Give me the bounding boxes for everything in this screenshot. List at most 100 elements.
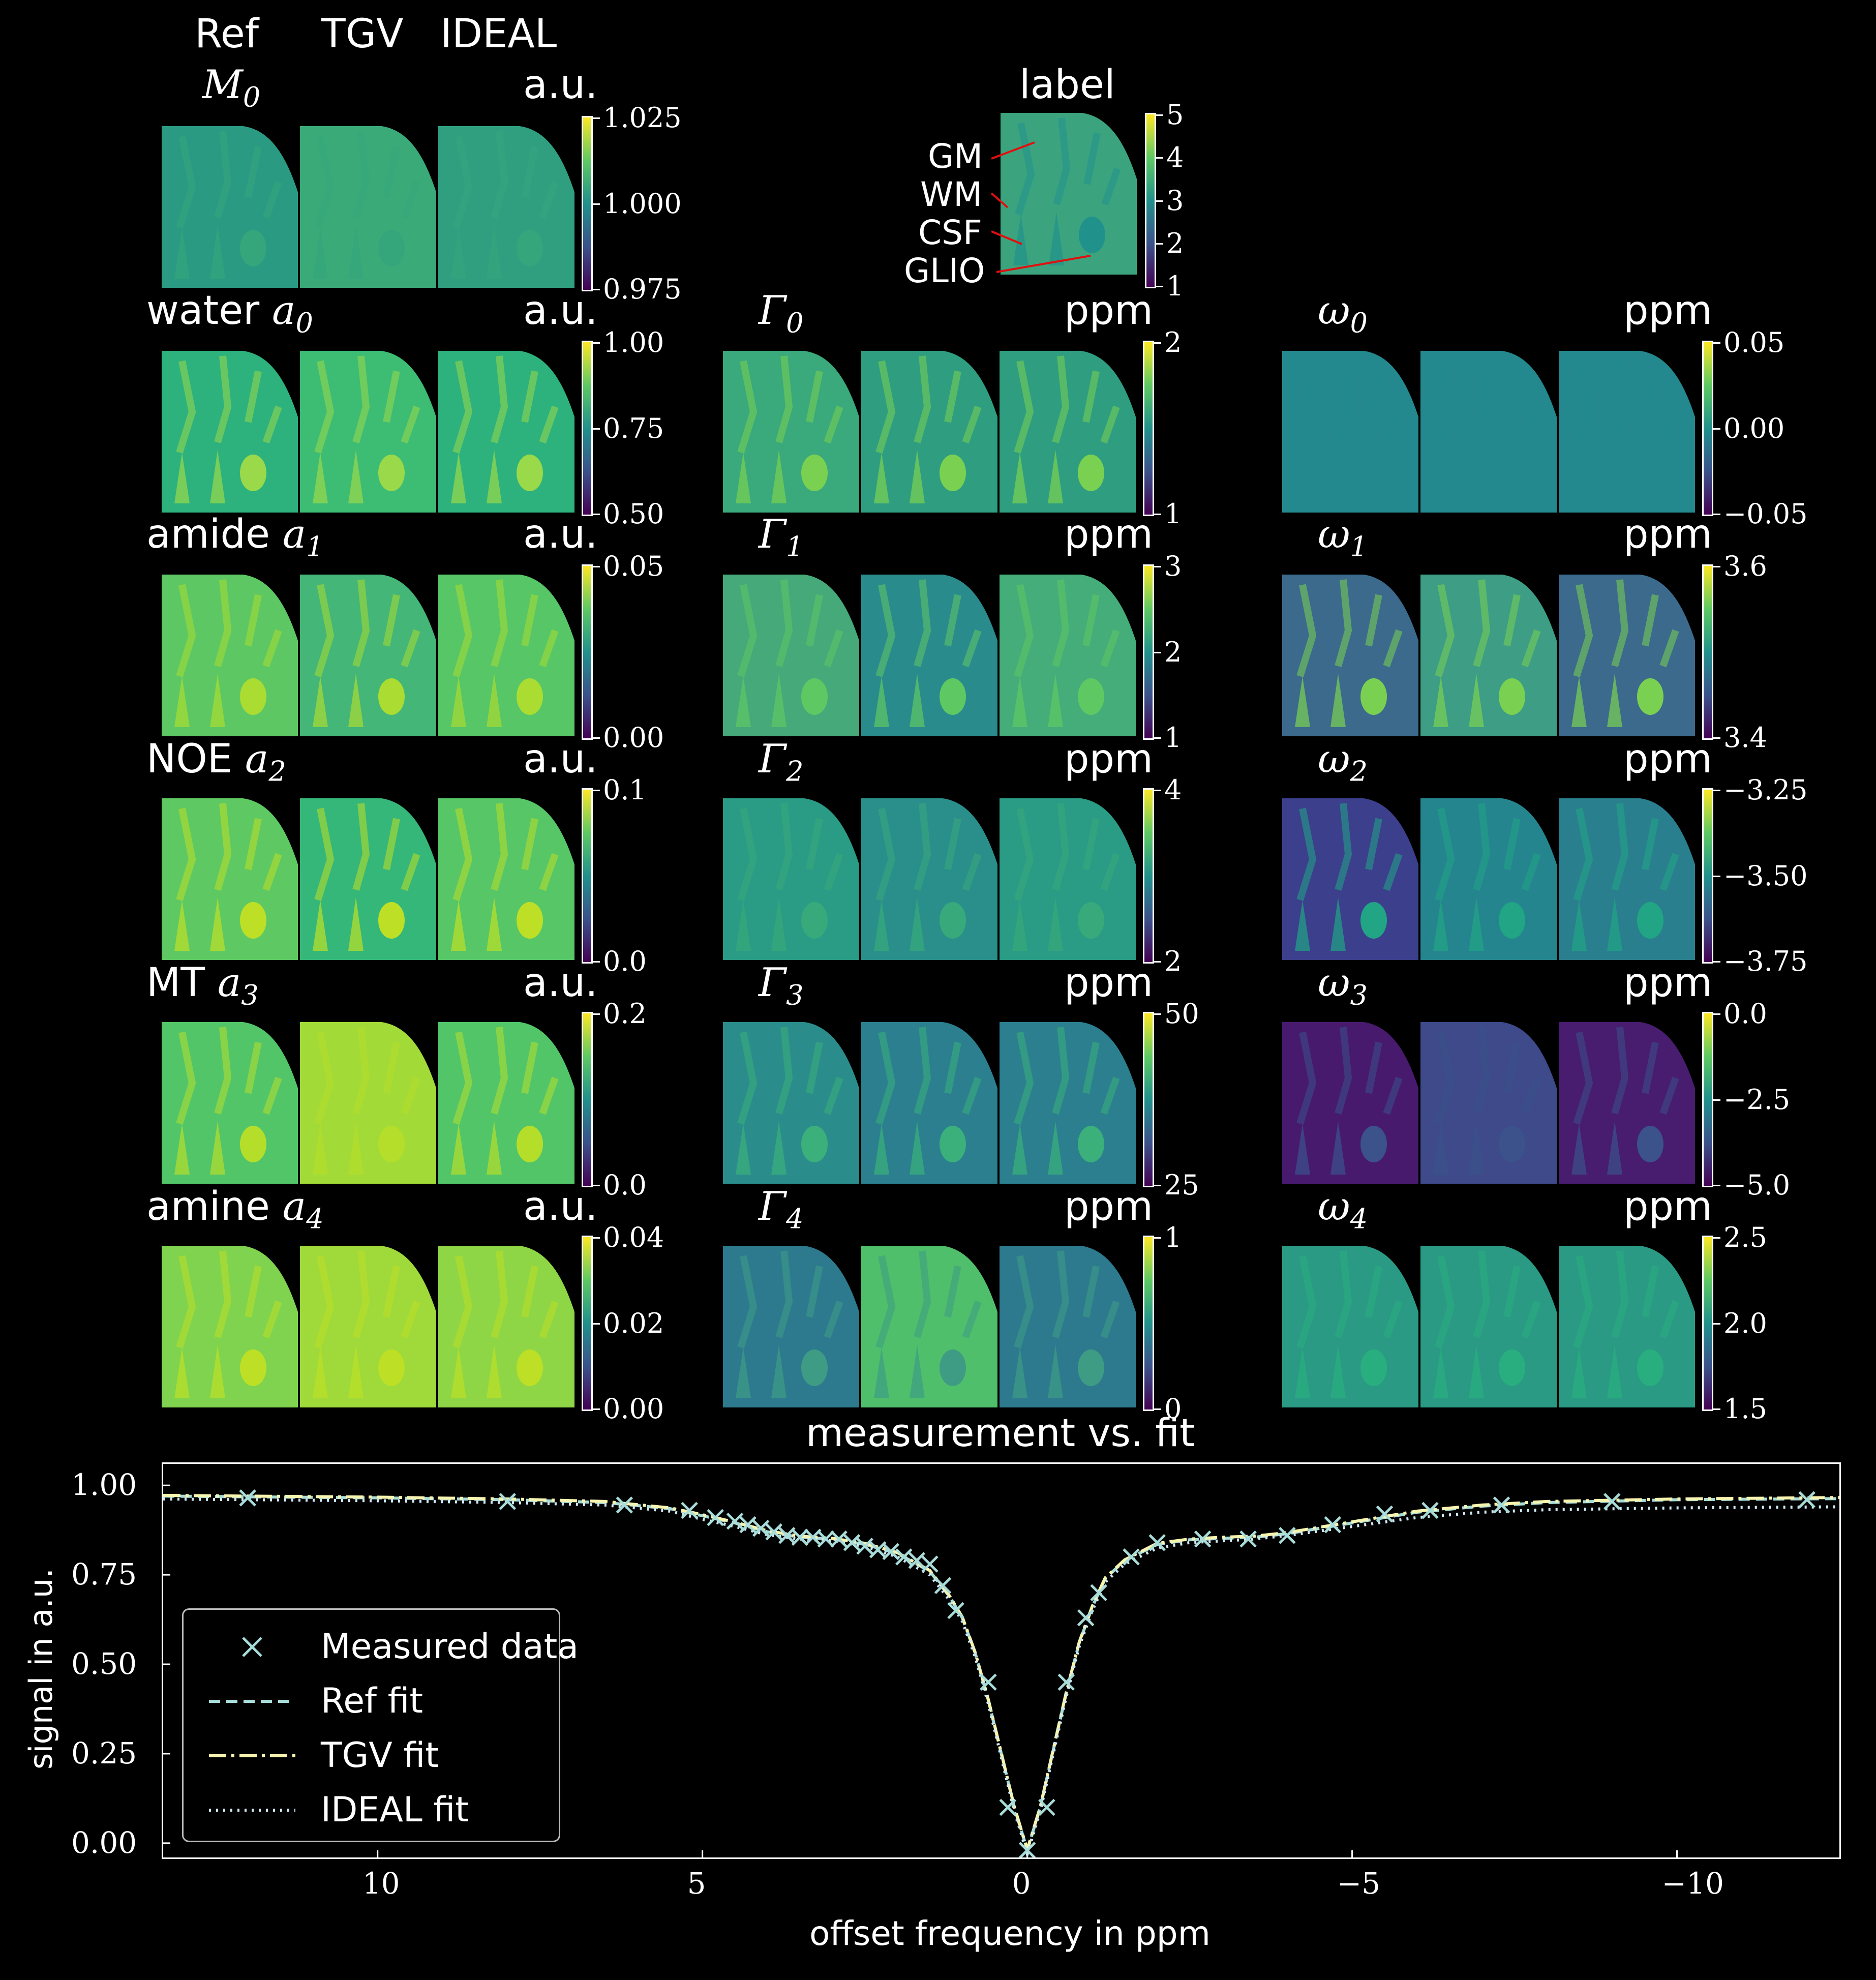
- arrow-glio: [996, 255, 1091, 273]
- map-tile-a1-1: [300, 575, 436, 736]
- ventricle-right: [1607, 674, 1622, 727]
- legend-item-measured: Measured data: [199, 1617, 579, 1668]
- ventricle-right: [487, 1121, 502, 1175]
- ventricle-right: [348, 1121, 364, 1175]
- measured-point: [1038, 1798, 1055, 1816]
- colorbar-tick-label: 1: [1164, 722, 1182, 754]
- plot-area: [162, 1462, 1841, 1859]
- map-tile-w4-1: [1420, 1246, 1557, 1407]
- map-tile-G1-2: [1000, 575, 1136, 736]
- colorbar-tick-label: 0.0: [1723, 998, 1767, 1030]
- glioma-lesion: [517, 678, 543, 715]
- colorbar-tick: [1713, 1013, 1720, 1015]
- panel-title-G2: Γ2: [759, 739, 803, 786]
- legend-item-ideal: IDEAL fit: [199, 1781, 555, 1832]
- colorbar-tick-label: 0.02: [603, 1307, 664, 1339]
- measured-point: [739, 1516, 757, 1534]
- measured-point: [791, 1528, 809, 1546]
- measured-point: [1123, 1548, 1140, 1566]
- measured-point: [1057, 1673, 1075, 1691]
- ventricle-right: [1330, 1121, 1346, 1175]
- colorbar-tick-label: 0.1: [603, 774, 647, 806]
- ventricle-right: [1048, 1345, 1063, 1398]
- colorbar-tick-label: 2: [1166, 227, 1184, 259]
- ventricle-left: [1571, 453, 1587, 503]
- colorbar-tick-label: 4: [1164, 774, 1182, 806]
- map-tile-a4-0: [162, 1246, 298, 1407]
- measured-point: [1421, 1502, 1439, 1519]
- glioma-lesion: [940, 902, 966, 939]
- map-tile-a3-0: [162, 1022, 298, 1184]
- measured-point: [843, 1534, 861, 1551]
- ventricle-right: [1607, 1345, 1622, 1398]
- ventricle-right: [910, 1121, 925, 1175]
- colorbar-a0: [582, 341, 593, 516]
- colorbar-tick-label: −2.5: [1723, 1083, 1791, 1116]
- sulci: [176, 1250, 282, 1349]
- map-tile-a3-1: [300, 1022, 436, 1184]
- ventricle-left: [736, 1124, 751, 1175]
- panel-subscript: 0: [295, 307, 313, 339]
- glioma-lesion: [1360, 1126, 1387, 1162]
- measured-point: [947, 1602, 964, 1619]
- panel-prefix: amide: [146, 512, 283, 557]
- colorbar-tick-label: 0.50: [603, 498, 664, 530]
- colorbar-tick: [1156, 157, 1163, 159]
- map-tile-a1-0: [162, 575, 298, 736]
- legend-line-ref: [209, 1700, 295, 1703]
- legend-label-measured: Measured data: [321, 1627, 579, 1667]
- panel-title-w4: ω4: [1318, 1187, 1368, 1233]
- map-tile-M0-0: [162, 126, 298, 288]
- ventricle-right: [771, 450, 786, 503]
- colorbar-w2: [1702, 788, 1713, 964]
- colorbar-tick: [593, 428, 600, 430]
- glioma-lesion: [940, 1126, 966, 1162]
- sulci: [314, 1027, 420, 1125]
- colorbar-tick-label: 0.75: [603, 412, 664, 444]
- sulci: [875, 355, 982, 454]
- colorbar-tick: [1713, 1408, 1720, 1410]
- colorbar-a1: [582, 564, 593, 740]
- colorbar-tick-label: −3.75: [1723, 945, 1808, 977]
- panel-symbol: Γ: [759, 288, 786, 334]
- sulci: [1573, 355, 1679, 454]
- map-tile-a2-2: [438, 798, 574, 960]
- colorbar-tick-label: 0.04: [603, 1221, 664, 1253]
- ventricle-left: [1295, 453, 1310, 503]
- sulci: [452, 803, 559, 902]
- map-tile-a3-2: [438, 1022, 574, 1184]
- panel-title-a1: amide a1: [146, 515, 324, 561]
- sulci: [452, 355, 559, 454]
- ventricle-left: [1295, 676, 1310, 727]
- colorbar-tick-label: 3.4: [1723, 722, 1767, 754]
- ventricle-right: [348, 225, 364, 279]
- map-tile-G2-1: [861, 798, 997, 960]
- glioma-lesion: [1637, 1349, 1663, 1386]
- glioma-lesion: [801, 902, 828, 939]
- ventricle-right: [771, 897, 786, 951]
- panel-title-a2: NOE a2: [146, 739, 286, 786]
- measured-point: [856, 1538, 873, 1555]
- ventricle-right: [910, 450, 925, 503]
- measured-point: [1603, 1493, 1621, 1510]
- panel-unit-a0: a.u.: [523, 288, 598, 334]
- map-tile-a0-0: [162, 351, 298, 513]
- ventricle-left: [1295, 900, 1310, 951]
- glioma-lesion: [1499, 1126, 1525, 1162]
- colorbar-tick-label: 2: [1164, 636, 1182, 668]
- colorbar-tick-label: 1: [1164, 498, 1182, 530]
- sulci: [1435, 1027, 1541, 1125]
- ventricle-left: [1433, 1124, 1448, 1175]
- colorbar-tick-label: 1.000: [603, 187, 682, 220]
- y-tick-label: 0.25: [71, 1735, 137, 1771]
- panel-title-w3: ω3: [1318, 963, 1368, 1009]
- colorbar-tick: [1713, 961, 1720, 963]
- ventricle-left: [1012, 453, 1027, 503]
- ventricle-left: [736, 676, 751, 727]
- sulci: [737, 579, 843, 678]
- ventricle-right: [910, 897, 925, 951]
- ventricle-left: [313, 900, 328, 951]
- colorbar-tick: [593, 961, 600, 963]
- panel-subscript: 2: [786, 755, 804, 788]
